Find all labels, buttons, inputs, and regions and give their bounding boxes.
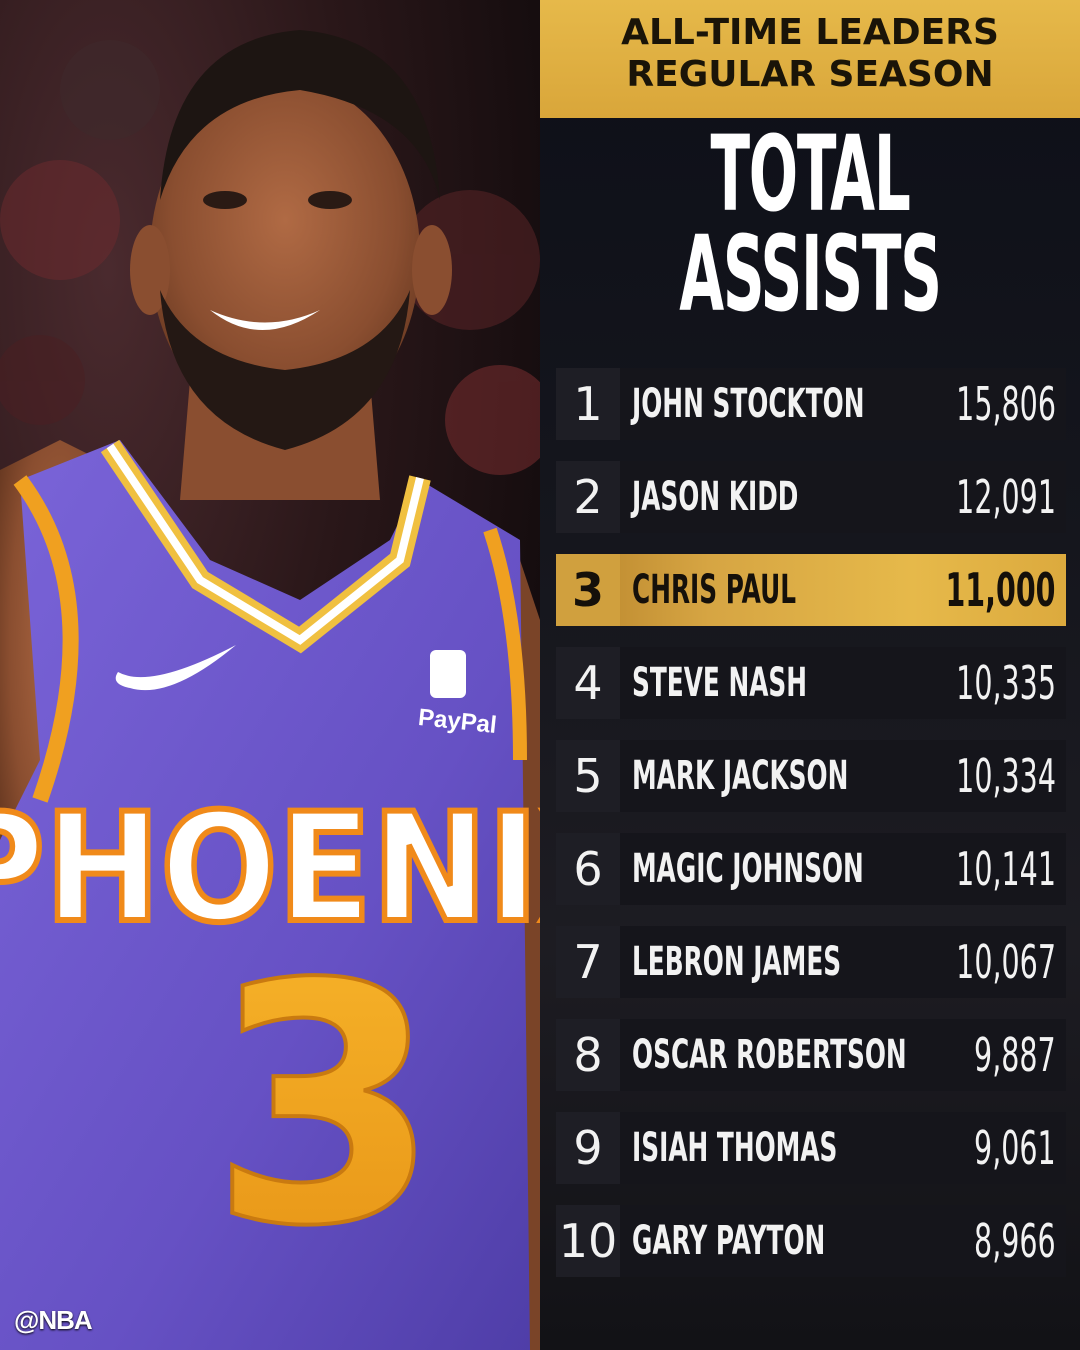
title-line1: TOTAL bbox=[710, 113, 910, 235]
rank-box bbox=[556, 1112, 620, 1184]
leader-row-highlighted: 3 CHRIS PAUL 11,000 bbox=[556, 554, 1066, 626]
leader-assists: 10,335 bbox=[956, 656, 1056, 710]
leader-row: 10 GARY PAYTON 8,966 bbox=[556, 1205, 1066, 1277]
header-line1: ALL-TIME LEADERS bbox=[621, 12, 999, 53]
paypal-icon bbox=[430, 650, 466, 698]
leader-name: JOHN STOCKTON bbox=[632, 381, 865, 427]
page-title: TOTAL ASSISTS bbox=[540, 113, 1080, 335]
leader-assists: 8,966 bbox=[974, 1214, 1056, 1268]
leaders-panel: ALL-TIME LEADERS REGULAR SEASON TOTAL AS… bbox=[540, 0, 1080, 1350]
player-photo: PHOENIX 3 PayPal @NBA bbox=[0, 0, 540, 1350]
rank-box bbox=[556, 1205, 620, 1277]
rank-box bbox=[556, 740, 620, 812]
rank-box bbox=[556, 926, 620, 998]
leader-name: MAGIC JOHNSON bbox=[632, 846, 864, 892]
leader-name: LEBRON JAMES bbox=[632, 939, 842, 985]
leader-assists: 11,000 bbox=[945, 563, 1056, 617]
leader-rank: 7 bbox=[573, 935, 603, 989]
rank-box bbox=[556, 368, 620, 440]
leader-row: 6 MAGIC JOHNSON 10,141 bbox=[556, 833, 1066, 905]
leader-name: GARY PAYTON bbox=[632, 1218, 826, 1264]
leader-rank: 10 bbox=[558, 1214, 618, 1268]
header-bar bbox=[540, 0, 1080, 118]
leader-assists: 9,887 bbox=[974, 1028, 1056, 1082]
leader-assists: 10,067 bbox=[956, 935, 1056, 989]
credit-watermark: @NBA bbox=[14, 1305, 93, 1335]
leader-rank: 1 bbox=[573, 377, 603, 431]
rank-box bbox=[556, 461, 620, 533]
leaders-list: 1 JOHN STOCKTON 15,806 2 JASON KIDD 12,0… bbox=[556, 368, 1066, 1298]
leader-row: 8 OSCAR ROBERTSON 9,887 bbox=[556, 1019, 1066, 1091]
leader-row: 1 JOHN STOCKTON 15,806 bbox=[556, 368, 1066, 440]
leader-assists: 9,061 bbox=[974, 1121, 1056, 1175]
header-line2: REGULAR SEASON bbox=[626, 54, 994, 95]
leader-name: ISIAH THOMAS bbox=[632, 1125, 838, 1171]
title-line2: ASSISTS bbox=[679, 213, 942, 335]
jersey-number-text: 3 bbox=[210, 914, 440, 1298]
leader-row: 9 ISIAH THOMAS 9,061 bbox=[556, 1112, 1066, 1184]
leader-row: 5 MARK JACKSON 10,334 bbox=[556, 740, 1066, 812]
leader-rank: 8 bbox=[573, 1028, 603, 1082]
leader-row: 4 STEVE NASH 10,335 bbox=[556, 647, 1066, 719]
leader-name: CHRIS PAUL bbox=[632, 567, 797, 613]
rank-box bbox=[556, 833, 620, 905]
leader-row: 2 JASON KIDD 12,091 bbox=[556, 461, 1066, 533]
player-illustration: PHOENIX 3 bbox=[0, 30, 540, 1350]
header-subtitle: ALL-TIME LEADERS REGULAR SEASON bbox=[540, 12, 1080, 96]
leader-row: 7 LEBRON JAMES 10,067 bbox=[556, 926, 1066, 998]
rank-box bbox=[556, 1019, 620, 1091]
rank-box bbox=[556, 554, 620, 626]
leader-rank: 5 bbox=[573, 749, 603, 803]
leader-assists: 12,091 bbox=[956, 470, 1056, 524]
leader-name: JASON KIDD bbox=[632, 474, 799, 520]
leader-assists: 15,806 bbox=[956, 377, 1056, 431]
leader-rank: 6 bbox=[573, 842, 603, 896]
leader-rank: 3 bbox=[571, 563, 604, 617]
leader-assists: 10,334 bbox=[956, 749, 1056, 803]
leader-rank: 9 bbox=[573, 1121, 603, 1175]
leader-assists: 10,141 bbox=[956, 842, 1056, 896]
leader-name: STEVE NASH bbox=[632, 660, 808, 706]
leader-name: MARK JACKSON bbox=[632, 753, 849, 799]
leader-rank: 4 bbox=[573, 656, 603, 710]
leader-rank: 2 bbox=[573, 470, 603, 524]
jersey-team-text: PHOENIX bbox=[0, 781, 540, 956]
rank-box bbox=[556, 647, 620, 719]
leader-name: OSCAR ROBERTSON bbox=[632, 1032, 907, 1078]
